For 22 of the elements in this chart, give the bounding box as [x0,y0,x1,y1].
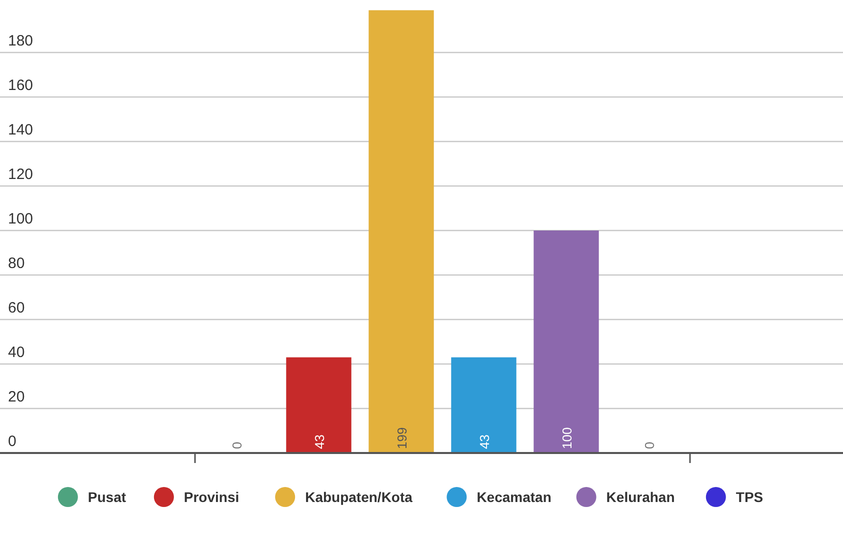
y-tick-label: 180 [8,32,34,50]
y-tick-label: 80 [8,255,25,272]
data-label: 199 [394,427,410,449]
legend-label: Kelurahan [606,489,675,505]
data-label: 43 [476,434,492,449]
y-tick-label: 60 [8,300,25,316]
legend-label: Kecamatan [476,489,552,505]
data-label: 100 [559,427,574,449]
y-tick-label: 160 [8,77,34,94]
y-tick-label: 100 [8,210,34,228]
legend-label: TPS [736,489,764,505]
data-label: 0 [642,442,657,449]
y-tick-label: 120 [8,166,34,183]
legend-label: Kabupaten/Kota [305,489,413,505]
y-tick-label: 20 [8,388,25,406]
legend-label: Provinsi [184,489,240,505]
legend-label: Pusat [88,489,126,505]
y-tick-label: 140 [8,122,34,138]
y-tick-label: 0 [8,433,16,450]
data-label: 0 [229,442,244,449]
data-label: 43 [312,434,327,449]
y-tick-label: 40 [8,344,25,361]
